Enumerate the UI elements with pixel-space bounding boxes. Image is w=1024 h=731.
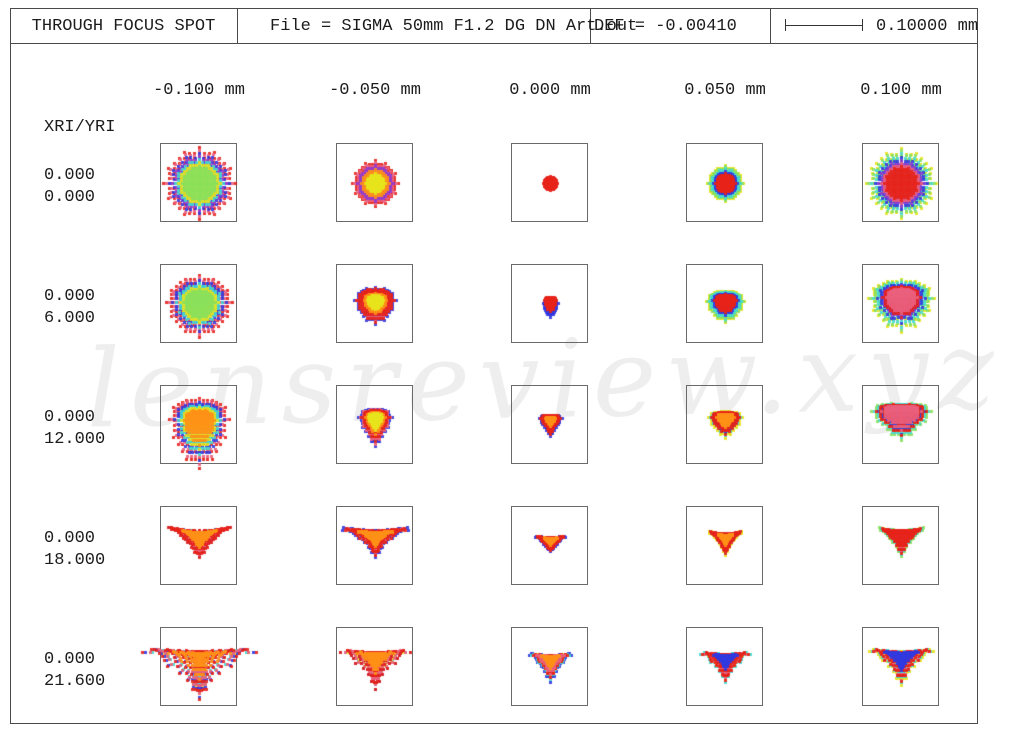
spot-box — [511, 264, 588, 343]
header-divider-horizontal — [10, 43, 977, 44]
spot-box — [160, 143, 237, 222]
spot-box — [511, 143, 588, 222]
spot-box — [336, 264, 413, 343]
column-header: 0.000 mm — [509, 81, 591, 100]
scale-label: 0.10000 mm — [876, 17, 979, 36]
row-label: 0.000 18.000 — [44, 529, 106, 570]
spot-box — [511, 385, 588, 464]
header-divider-3 — [770, 8, 771, 43]
column-header: -0.050 mm — [329, 81, 421, 100]
plot-frame — [10, 8, 978, 724]
spot-box — [686, 627, 763, 706]
spot-box — [160, 385, 237, 464]
spot-box — [862, 385, 939, 464]
spot-box — [511, 506, 588, 585]
spot-box — [336, 385, 413, 464]
header-divider-1 — [237, 8, 238, 43]
row-label: 0.000 21.600 — [44, 650, 106, 691]
row-label: 0.000 12.000 — [44, 408, 106, 449]
spot-box — [160, 627, 237, 706]
spot-box — [686, 506, 763, 585]
scale-bar-right-tick — [862, 19, 863, 31]
column-header: -0.100 mm — [153, 81, 245, 100]
column-header: 0.100 mm — [860, 81, 942, 100]
spot-box — [160, 264, 237, 343]
defocus-value: DEF = -0.00410 — [594, 17, 737, 36]
scale-bar — [785, 25, 863, 26]
header-divider-2 — [590, 8, 591, 43]
spot-box — [862, 627, 939, 706]
spot-box — [686, 385, 763, 464]
row-label: 0.000 0.000 — [44, 166, 96, 207]
row-label: 0.000 6.000 — [44, 287, 96, 328]
spot-box — [862, 264, 939, 343]
spot-box — [336, 627, 413, 706]
spot-box — [686, 143, 763, 222]
spot-box — [862, 506, 939, 585]
page-title: THROUGH FOCUS SPOT — [31, 17, 216, 36]
row-axis-header: XRI/YRI — [44, 118, 116, 137]
column-header: 0.050 mm — [684, 81, 766, 100]
spot-box — [160, 506, 237, 585]
spot-box — [336, 143, 413, 222]
scale-bar-left-tick — [785, 19, 786, 31]
spot-box — [511, 627, 588, 706]
spot-box — [862, 143, 939, 222]
spot-box — [336, 506, 413, 585]
spot-box — [686, 264, 763, 343]
file-label: File = SIGMA 50mm F1.2 DG DN Art.out — [270, 17, 638, 36]
